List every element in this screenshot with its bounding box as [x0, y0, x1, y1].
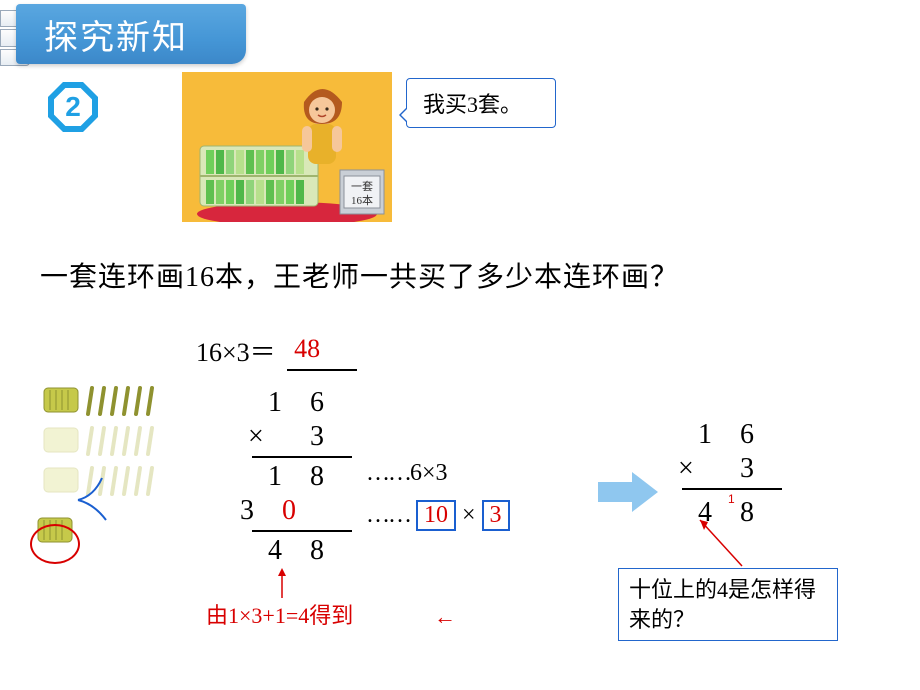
scene-illustration: 一套 16本: [182, 72, 392, 222]
step-number: 2: [54, 88, 92, 126]
partial-note-2: …… 10 × 3: [366, 500, 510, 531]
vc2-mult: × 3: [682, 452, 782, 486]
times-symbol: ×: [462, 502, 476, 529]
speech-bubble: 我买3套。: [406, 78, 556, 128]
step-badge: 2: [48, 82, 98, 132]
equation: 16×3＝ 48: [196, 332, 357, 369]
vc2-top: 16: [682, 418, 782, 452]
boxed-3: 3: [482, 500, 510, 531]
red-arrow-left: ←: [434, 604, 456, 630]
vc1-mult: × 3: [252, 420, 352, 454]
red-explanation: 由1×3+1=4得到: [206, 598, 353, 630]
callout-question: 十位上的4是怎样得来的？: [618, 568, 838, 641]
vc1-d: 3: [240, 495, 282, 527]
vc1-top: 16: [252, 386, 352, 420]
dots: ……: [366, 460, 410, 486]
red-arrow-up: [272, 566, 292, 602]
vc1-d: 6: [310, 387, 352, 419]
sticks-circle-highlight: [30, 524, 80, 564]
vc1-d: 8: [310, 535, 352, 567]
section-title-text: 探究新知: [44, 10, 188, 59]
vc1-d: 8: [310, 461, 352, 493]
svg-text:一套: 一套: [351, 180, 373, 193]
vc1-p2: 30: [252, 494, 352, 528]
bubble-text: 我买3套。: [423, 92, 522, 117]
vc1-d-red: 0: [282, 495, 324, 527]
equation-underline: [287, 369, 357, 371]
vc1-d: 1: [268, 461, 310, 493]
rule-line: [252, 530, 352, 532]
vc2-d: 3: [740, 453, 782, 485]
vc1-d: 1: [268, 387, 310, 419]
vc1-p1: 18: [252, 460, 352, 494]
vc1-d: 4: [268, 535, 310, 567]
callout-arrow: [694, 514, 754, 574]
equation-answer: 48: [282, 334, 326, 363]
equation-lhs: 16×3＝: [196, 338, 276, 367]
question-text: 一套连环画16本，王老师一共买了多少本连环画？: [40, 255, 679, 295]
expr-6x3: 6×3: [410, 460, 448, 486]
boxed-10: 10: [416, 500, 456, 531]
carry-digit: 1: [728, 492, 735, 506]
rule-line: [682, 488, 782, 490]
partial-note-1: ……6×3: [366, 460, 448, 487]
svg-text:16本: 16本: [351, 193, 373, 207]
vc1-d: 3: [310, 421, 352, 453]
rule-line: [252, 456, 352, 458]
vc1-sum: 48: [252, 534, 352, 568]
vertical-calc-expanded: 16 × 3 18 30 48: [252, 386, 352, 568]
vc2-d: 1: [698, 419, 740, 451]
dots: ……: [366, 502, 410, 529]
times-symbol: ×: [678, 453, 722, 485]
arrow-icon: [598, 470, 658, 514]
vc2-d: 6: [740, 419, 782, 451]
times-symbol: ×: [248, 421, 292, 453]
section-title: 探究新知: [16, 4, 246, 64]
